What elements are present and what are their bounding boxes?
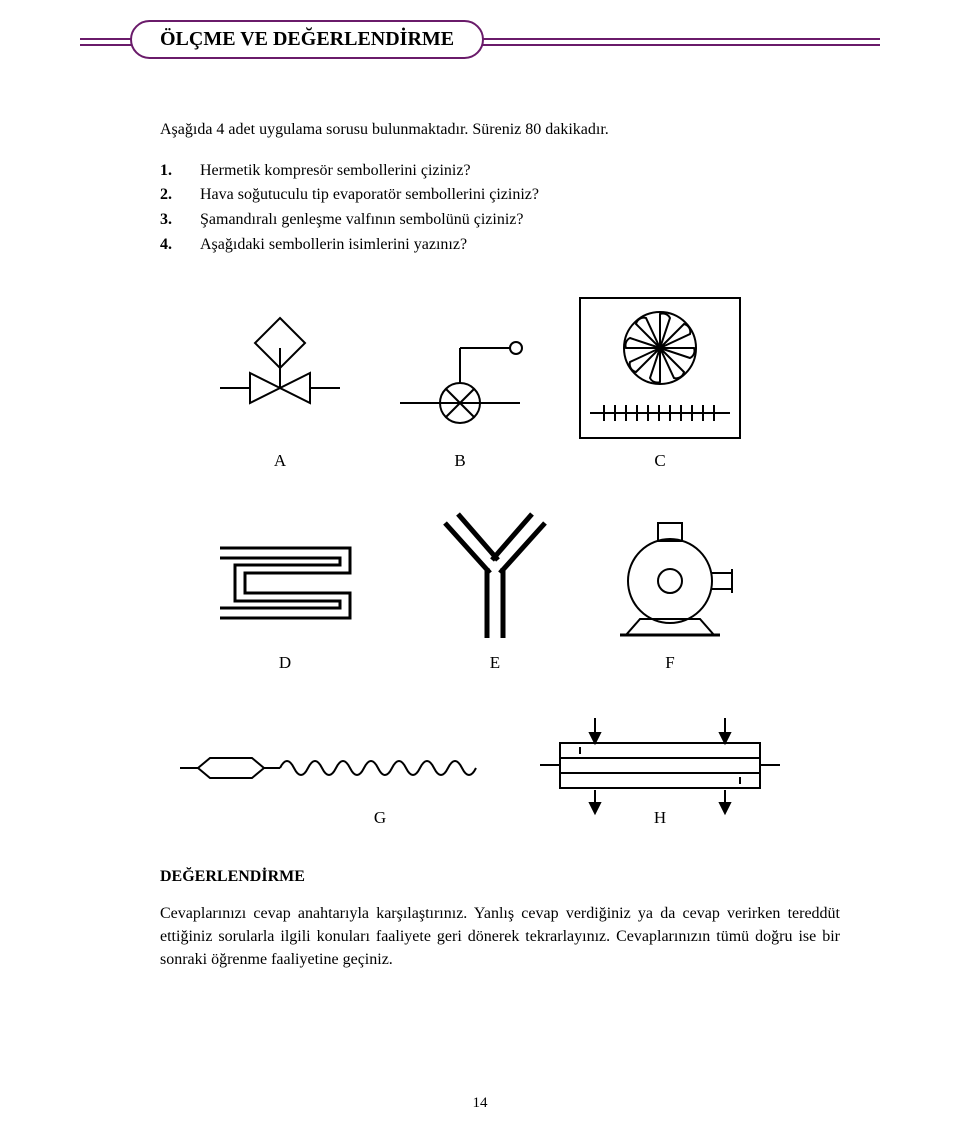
- question-item: Hava soğutuculu tip evaporatör semboller…: [160, 183, 840, 208]
- evaluation-heading: DEĞERLENDİRME: [160, 868, 840, 886]
- symbol-y-piece: [445, 514, 545, 638]
- question-item: Şamandıralı genleşme valfının sembolünü …: [160, 208, 840, 233]
- figure-row-2-svg: D E: [200, 508, 760, 678]
- question-list: Hermetik kompresör sembollerini çiziniz?…: [160, 159, 840, 258]
- question-item: Hermetik kompresör sembollerini çiziniz?: [160, 159, 840, 184]
- figure-label-d: D: [279, 653, 291, 672]
- figure-label-h: H: [654, 808, 666, 827]
- section-title: ÖLÇME VE DEĞERLENDİRME: [130, 20, 484, 59]
- evaluation-body: Cevaplarınızı cevap anahtarıyla karşılaş…: [160, 902, 840, 972]
- figure-row-2: D E: [80, 508, 880, 678]
- figure-row-1-svg: A B: [200, 288, 760, 478]
- symbol-fan-condenser: [580, 298, 740, 438]
- symbol-thermostat: [400, 342, 522, 423]
- figure-row-1: A B: [80, 288, 880, 478]
- figure-row-3-svg: G: [170, 708, 790, 838]
- question-item: Aşağıdaki sembollerin isimlerini yazınız…: [160, 233, 840, 258]
- header-banner-bar: ÖLÇME VE DEĞERLENDİRME: [80, 20, 880, 59]
- symbol-pump: [620, 523, 732, 635]
- figure-label-f: F: [665, 653, 674, 672]
- intro-text: Aşağıda 4 adet uygulama sorusu bulunmakt…: [160, 119, 860, 141]
- symbol-heater: [220, 548, 350, 618]
- figure-label-a: A: [274, 451, 287, 470]
- page: ÖLÇME VE DEĞERLENDİRME Aşağıda 4 adet uy…: [0, 0, 960, 1134]
- page-number: 14: [0, 1095, 960, 1112]
- symbol-plate-condenser: [540, 718, 780, 813]
- symbol-capillary-hex: [180, 758, 476, 778]
- figure-label-b: B: [454, 451, 465, 470]
- symbol-valve: [220, 318, 340, 403]
- figure-label-g: G: [374, 808, 386, 827]
- figure-row-3: G: [80, 708, 880, 838]
- figure-label-c: C: [654, 451, 665, 470]
- figure-label-e: E: [490, 653, 500, 672]
